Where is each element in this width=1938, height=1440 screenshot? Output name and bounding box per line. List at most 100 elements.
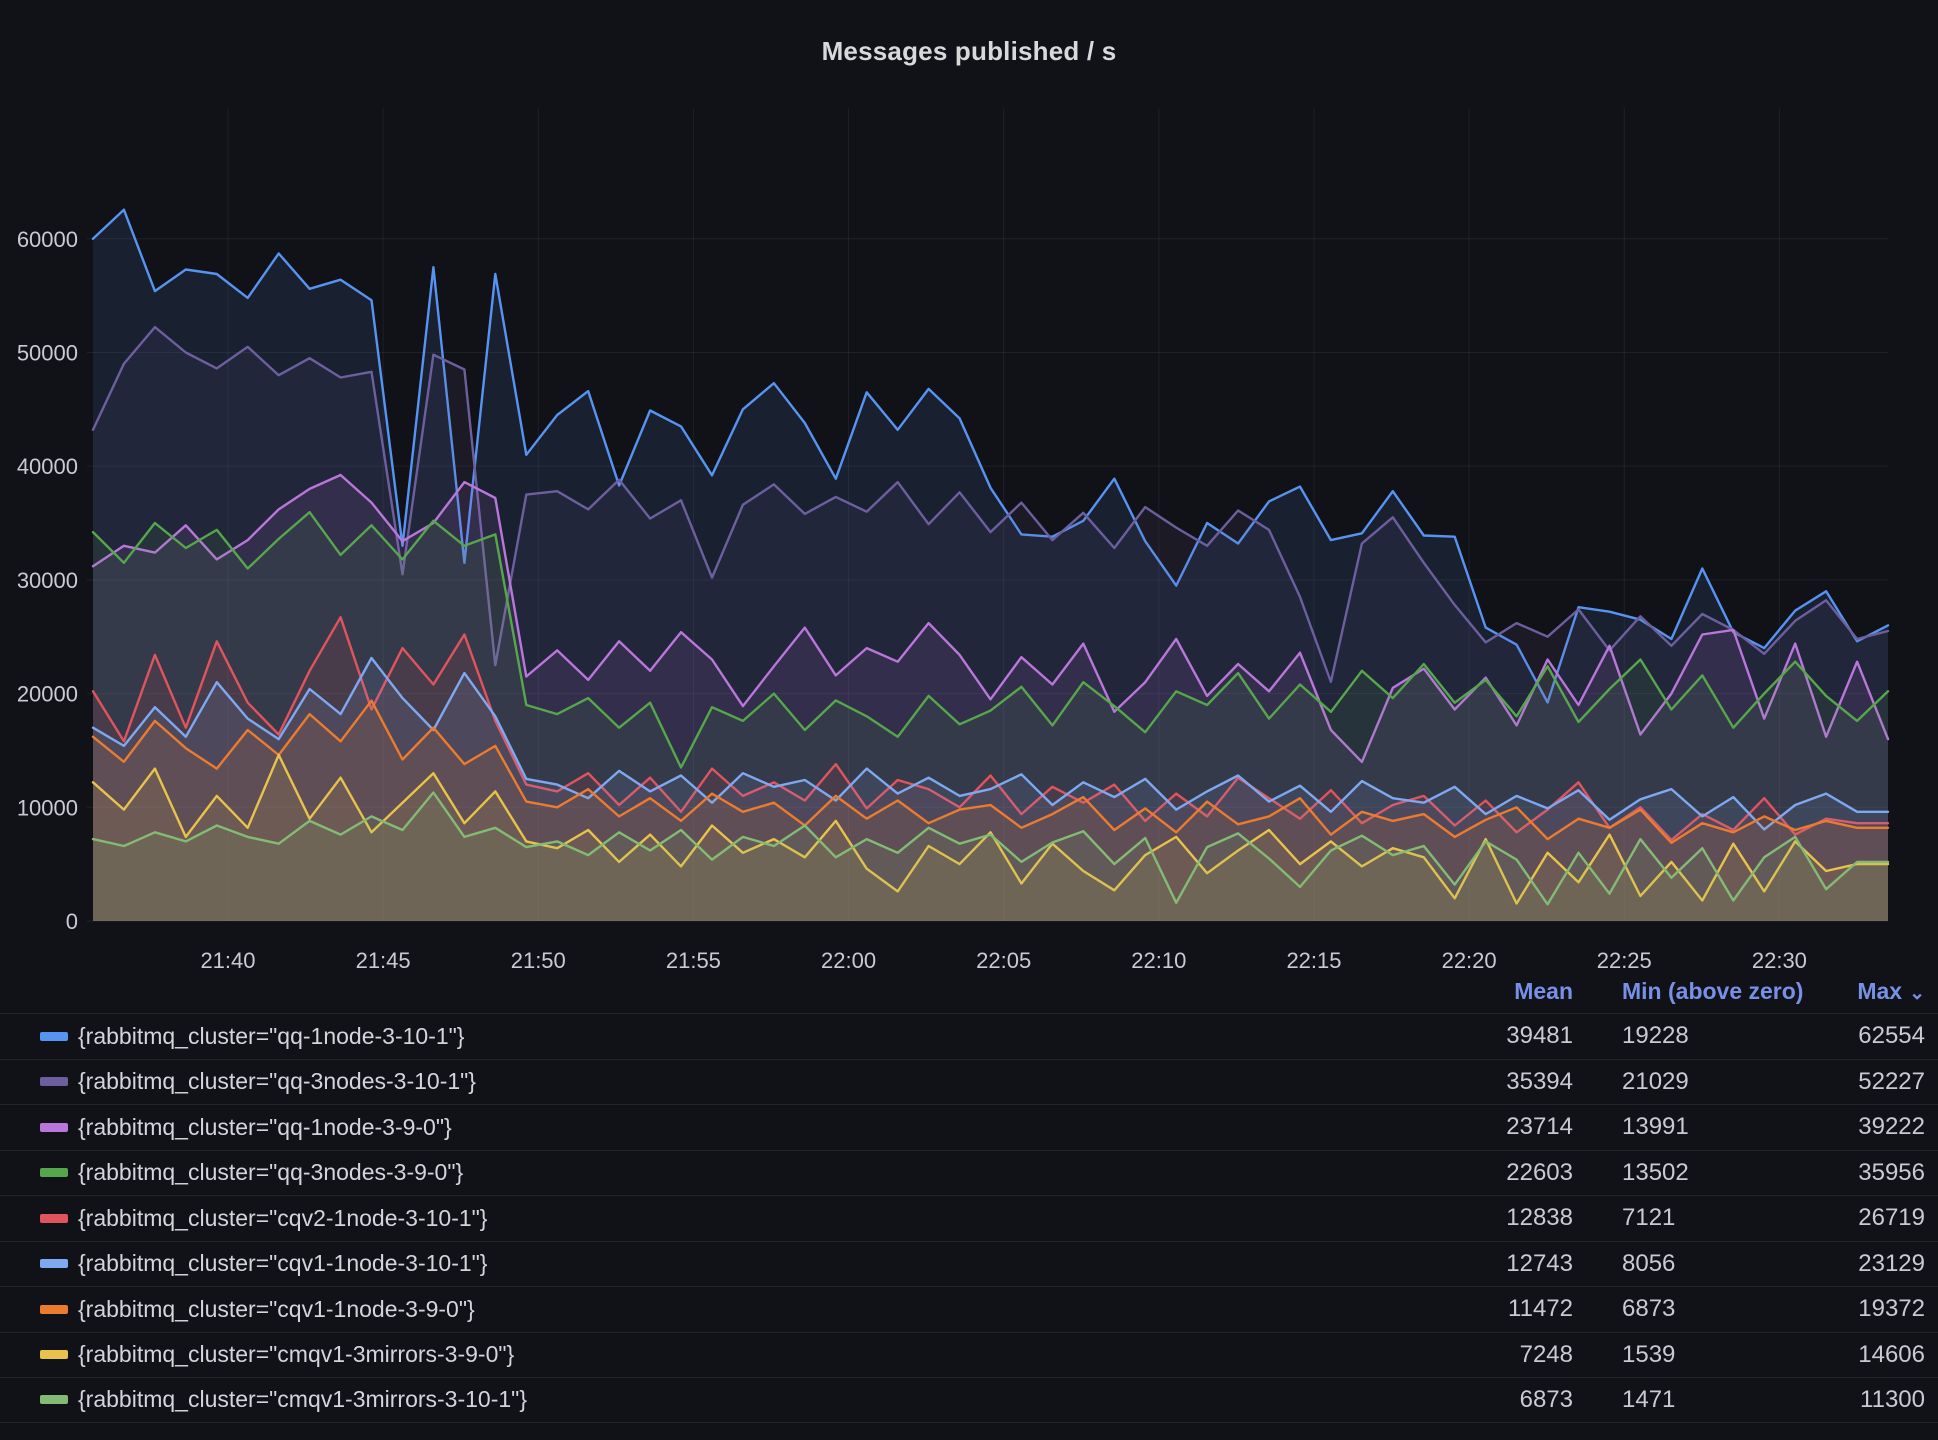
series-line-5[interactable] bbox=[91, 656, 1890, 831]
legend-min-value: 1539 bbox=[1622, 1340, 1676, 1368]
series-color-swatch bbox=[40, 1350, 68, 1360]
legend-series-toggle[interactable]: {rabbitmq_cluster="cqv2-1node-3-10-1"} bbox=[40, 1205, 1411, 1232]
legend-mean-value: 6873 bbox=[1519, 1385, 1573, 1413]
legend-min-value: 7121 bbox=[1622, 1204, 1676, 1232]
legend-min-value: 1471 bbox=[1622, 1385, 1676, 1413]
series-line-8[interactable] bbox=[91, 791, 1890, 906]
series-line-2[interactable] bbox=[91, 473, 1890, 764]
series-color-swatch bbox=[40, 1213, 68, 1223]
legend-max-value: 35956 bbox=[1858, 1158, 1925, 1186]
legend-series-label: {rabbitmq_cluster="cqv2-1node-3-10-1"} bbox=[78, 1204, 488, 1231]
series-color-swatch bbox=[40, 1304, 68, 1314]
legend-series-label: {rabbitmq_cluster="cmqv1-3mirrors-3-9-0"… bbox=[78, 1341, 515, 1368]
legend-mean-value: 35394 bbox=[1506, 1067, 1573, 1095]
legend-mean-value: 12743 bbox=[1506, 1249, 1573, 1277]
legend-row-0: {rabbitmq_cluster="qq-1node-3-10-1"} 3948… bbox=[0, 1013, 1938, 1059]
series-color-swatch bbox=[40, 1031, 68, 1041]
timeseries-chart[interactable]: 0 10000 20000 30000 40000 50000 60000 21:40 21:4… bbox=[0, 0, 1938, 970]
legend-mean-value: 39481 bbox=[1506, 1022, 1573, 1050]
legend-max-value: 52227 bbox=[1858, 1067, 1925, 1095]
legend-mean-value: 23714 bbox=[1506, 1113, 1573, 1141]
x-tick-label: 22:30 bbox=[1752, 948, 1807, 970]
legend-row-6: {rabbitmq_cluster="cqv1-1node-3-9-0"} 114… bbox=[0, 1286, 1938, 1332]
legend-rows: {rabbitmq_cluster="qq-1node-3-10-1"} 3948… bbox=[0, 1013, 1938, 1423]
y-tick-label: 20000 bbox=[17, 682, 78, 707]
legend-series-toggle[interactable]: {rabbitmq_cluster="cqv1-1node-3-10-1"} bbox=[40, 1250, 1411, 1277]
series-fill-1 bbox=[93, 327, 1888, 922]
legend-max-value: 26719 bbox=[1858, 1204, 1925, 1232]
x-tick-label: 21:45 bbox=[356, 948, 411, 970]
legend-series-toggle[interactable]: {rabbitmq_cluster="qq-3nodes-3-9-0"} bbox=[40, 1159, 1411, 1186]
legend-row-2: {rabbitmq_cluster="qq-1node-3-9-0"} 23714… bbox=[0, 1104, 1938, 1150]
legend-mean-value: 12838 bbox=[1506, 1204, 1573, 1232]
x-tick-label: 21:40 bbox=[200, 948, 255, 970]
legend-series-toggle[interactable]: {rabbitmq_cluster="cqv1-1node-3-9-0"} bbox=[40, 1296, 1411, 1323]
x-tick-label: 22:25 bbox=[1597, 948, 1652, 970]
series-line-3[interactable] bbox=[91, 511, 1890, 769]
y-tick-label: 40000 bbox=[17, 454, 78, 479]
legend-min-value: 6873 bbox=[1622, 1295, 1676, 1323]
legend-mean-value: 11472 bbox=[1508, 1295, 1573, 1323]
legend-series-label: {rabbitmq_cluster="cmqv1-3mirrors-3-10-1… bbox=[78, 1386, 528, 1413]
series-fill-0 bbox=[93, 209, 1888, 921]
legend-series-toggle[interactable]: {rabbitmq_cluster="qq-3nodes-3-10-1"} bbox=[40, 1068, 1411, 1095]
legend-row-7: {rabbitmq_cluster="cmqv1-3mirrors-3-9-0"… bbox=[0, 1331, 1938, 1378]
legend-max-value: 39222 bbox=[1858, 1113, 1925, 1141]
legend-max-value: 14606 bbox=[1858, 1340, 1925, 1368]
series-line-6[interactable] bbox=[91, 699, 1890, 844]
series-color-swatch bbox=[40, 1395, 68, 1405]
legend-header: Mean Min (above zero) Max ⌄ bbox=[0, 970, 1938, 1013]
y-tick-label: 50000 bbox=[17, 340, 78, 365]
series-line-1[interactable] bbox=[91, 325, 1890, 684]
legend-series-toggle[interactable]: {rabbitmq_cluster="cmqv1-3mirrors-3-9-0"… bbox=[40, 1341, 1411, 1368]
legend-column-max-label: Max bbox=[1857, 978, 1903, 1004]
legend-max-value: 19372 bbox=[1858, 1295, 1925, 1323]
y-tick-label: 10000 bbox=[17, 795, 78, 820]
sort-desc-chevron-icon: ⌄ bbox=[1909, 983, 1925, 1004]
legend-row-3: {rabbitmq_cluster="qq-3nodes-3-9-0"} 2260… bbox=[0, 1149, 1938, 1196]
legend-column-max[interactable]: Max ⌄ bbox=[1835, 978, 1925, 1005]
series-fill-3 bbox=[93, 512, 1888, 921]
legend-min-value: 21029 bbox=[1622, 1067, 1689, 1095]
legend-series-toggle[interactable]: {rabbitmq_cluster="qq-1node-3-10-1"} bbox=[40, 1023, 1411, 1050]
legend-min-value: 8056 bbox=[1622, 1249, 1676, 1277]
x-tick-label: 22:00 bbox=[821, 948, 876, 970]
legend-column-mean[interactable]: Mean bbox=[1514, 978, 1573, 1004]
legend-max-value: 62554 bbox=[1858, 1022, 1925, 1050]
series-color-swatch bbox=[40, 1259, 68, 1269]
legend-mean-value: 7248 bbox=[1519, 1340, 1573, 1368]
legend-series-toggle[interactable]: {rabbitmq_cluster="cmqv1-3mirrors-3-10-1… bbox=[40, 1386, 1411, 1413]
legend-series-label: {rabbitmq_cluster="qq-3nodes-3-9-0"} bbox=[78, 1159, 464, 1186]
x-tick-label: 22:20 bbox=[1442, 948, 1497, 970]
legend-series-label: {rabbitmq_cluster="qq-3nodes-3-10-1"} bbox=[78, 1068, 476, 1095]
panel-title: Messages published / s bbox=[821, 36, 1117, 66]
legend-min-value: 19228 bbox=[1622, 1022, 1689, 1050]
legend-series-label: {rabbitmq_cluster="qq-1node-3-10-1"} bbox=[78, 1022, 465, 1049]
legend-column-min[interactable]: Min (above zero) bbox=[1622, 978, 1804, 1004]
x-tick-label: 22:10 bbox=[1131, 948, 1186, 970]
legend-row-8: {rabbitmq_cluster="cmqv1-3mirrors-3-10-1… bbox=[0, 1377, 1938, 1423]
legend-table: Mean Min (above zero) Max ⌄ {rabbitmq_clu… bbox=[0, 970, 1938, 1423]
legend-max-value: 11300 bbox=[1860, 1385, 1925, 1413]
series-color-swatch bbox=[40, 1077, 68, 1087]
legend-row-5: {rabbitmq_cluster="cqv1-1node-3-10-1"} 12… bbox=[0, 1240, 1938, 1287]
series-line-4[interactable] bbox=[91, 616, 1890, 842]
y-tick-label: 30000 bbox=[17, 568, 78, 593]
series-color-swatch bbox=[40, 1122, 68, 1132]
y-tick-label: 0 bbox=[66, 909, 78, 934]
legend-series-toggle[interactable]: {rabbitmq_cluster="qq-1node-3-9-0"} bbox=[40, 1114, 1411, 1141]
legend-series-label: {rabbitmq_cluster="cqv1-1node-3-10-1"} bbox=[78, 1250, 488, 1277]
legend-series-label: {rabbitmq_cluster="cqv1-1node-3-9-0"} bbox=[78, 1295, 475, 1322]
legend-row-4: {rabbitmq_cluster="cqv2-1node-3-10-1"} 12… bbox=[0, 1195, 1938, 1241]
series-fill-8 bbox=[93, 792, 1888, 921]
x-tick-label: 21:55 bbox=[666, 948, 721, 970]
x-tick-label: 22:15 bbox=[1286, 948, 1341, 970]
legend-max-value: 23129 bbox=[1858, 1249, 1925, 1277]
x-tick-label: 22:05 bbox=[976, 948, 1031, 970]
legend-min-value: 13502 bbox=[1622, 1158, 1689, 1186]
x-tick-label: 21:50 bbox=[511, 948, 566, 970]
y-tick-label: 60000 bbox=[17, 227, 78, 252]
series-line-0[interactable] bbox=[91, 208, 1890, 704]
series-color-swatch bbox=[40, 1168, 68, 1178]
